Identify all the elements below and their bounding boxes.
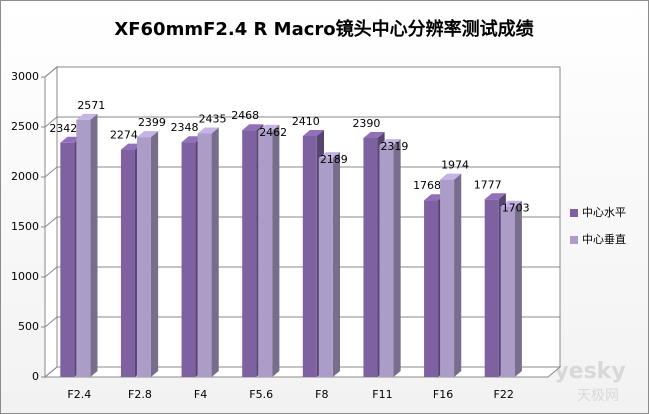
bar-top bbox=[120, 143, 143, 150]
value-label: 2319 bbox=[380, 140, 408, 153]
value-label: 2435 bbox=[199, 113, 227, 126]
bar-front bbox=[440, 179, 455, 377]
bar bbox=[440, 173, 462, 377]
x-tick-label: F11 bbox=[372, 388, 392, 401]
value-label: 2399 bbox=[138, 116, 166, 129]
bar-top bbox=[318, 152, 341, 159]
bar bbox=[318, 152, 341, 377]
bar-top bbox=[379, 139, 401, 146]
watermark: 天极网 bbox=[577, 388, 619, 404]
bar-side bbox=[211, 127, 219, 377]
bar bbox=[136, 131, 159, 377]
x-tick-label: F5.6 bbox=[249, 388, 273, 401]
bar bbox=[258, 124, 280, 377]
bar-side bbox=[332, 152, 341, 377]
y-tick-label: 3000 bbox=[11, 70, 39, 83]
grid-line bbox=[44, 66, 560, 78]
bar-top bbox=[242, 124, 264, 131]
bar-front bbox=[302, 136, 317, 377]
y-tick-label: 2500 bbox=[11, 120, 39, 133]
x-tick-label: F2.4 bbox=[67, 388, 91, 401]
bar-side bbox=[272, 124, 280, 377]
bar-side bbox=[514, 200, 522, 377]
bar bbox=[197, 127, 219, 377]
bar-front bbox=[424, 200, 439, 377]
bar bbox=[379, 139, 401, 377]
bar-top bbox=[302, 130, 325, 136]
x-tick-label: F8 bbox=[315, 388, 328, 401]
value-label: 1768 bbox=[413, 179, 441, 192]
value-label: 2390 bbox=[352, 117, 380, 130]
bar-front bbox=[120, 149, 135, 377]
bar bbox=[76, 113, 98, 378]
bar-front bbox=[181, 142, 196, 377]
bar-top bbox=[258, 124, 280, 131]
y-tick-label: 2000 bbox=[11, 170, 39, 183]
value-label: 1703 bbox=[502, 202, 530, 215]
bar-front bbox=[136, 137, 151, 377]
bar-top bbox=[181, 136, 203, 143]
bar-front bbox=[318, 158, 333, 377]
bar-side bbox=[150, 131, 159, 377]
bar-top bbox=[363, 132, 385, 138]
grid-line bbox=[44, 116, 560, 128]
y-tick-label: 1000 bbox=[11, 270, 39, 283]
bar-top bbox=[76, 113, 98, 120]
bar-top bbox=[484, 193, 506, 200]
bar bbox=[500, 200, 522, 377]
value-label: 1974 bbox=[441, 159, 469, 172]
y-tick-label: 500 bbox=[18, 320, 39, 333]
value-label: 2348 bbox=[171, 121, 199, 134]
x-tick-label: F16 bbox=[433, 388, 453, 401]
bar-side bbox=[393, 139, 401, 377]
chart-title: XF60mmF2.4 R Macro镜头中心分辨率测试成绩 bbox=[114, 18, 533, 40]
x-tick-label: F22 bbox=[494, 388, 514, 401]
bar-top bbox=[440, 173, 462, 180]
bar-front bbox=[484, 199, 499, 377]
y-tick-label: 0 bbox=[32, 370, 39, 383]
watermark: yesky bbox=[554, 359, 625, 384]
legend-label: 中心水平 bbox=[582, 206, 626, 219]
bar-top bbox=[500, 200, 522, 207]
bar-front bbox=[60, 142, 75, 377]
bar-top bbox=[197, 127, 219, 134]
x-tick-label: F4 bbox=[194, 388, 207, 401]
value-label: 2468 bbox=[231, 109, 259, 122]
bar-front bbox=[197, 133, 212, 377]
value-label: 2342 bbox=[49, 122, 77, 135]
bar-top bbox=[136, 131, 159, 138]
y-tick-label: 1500 bbox=[11, 220, 39, 233]
bar-front bbox=[258, 130, 273, 377]
value-label: 2274 bbox=[110, 129, 138, 142]
bar-front bbox=[379, 145, 394, 377]
legend-swatch bbox=[570, 236, 578, 244]
bar-front bbox=[76, 119, 91, 378]
x-tick-label: F2.8 bbox=[128, 388, 152, 401]
value-label: 2189 bbox=[320, 153, 348, 166]
value-label: 1777 bbox=[474, 178, 502, 191]
legend-label: 中心垂直 bbox=[582, 232, 626, 246]
bar-top bbox=[60, 136, 82, 143]
bar-front bbox=[500, 206, 515, 377]
bar-front bbox=[242, 130, 257, 377]
value-label: 2571 bbox=[77, 99, 105, 112]
bar-side bbox=[454, 173, 462, 377]
value-label: 2462 bbox=[259, 126, 287, 139]
legend-swatch bbox=[570, 209, 578, 217]
value-label: 2410 bbox=[292, 115, 320, 128]
bar-side bbox=[90, 113, 98, 378]
bar-front bbox=[363, 138, 378, 377]
bar-top bbox=[424, 194, 446, 201]
